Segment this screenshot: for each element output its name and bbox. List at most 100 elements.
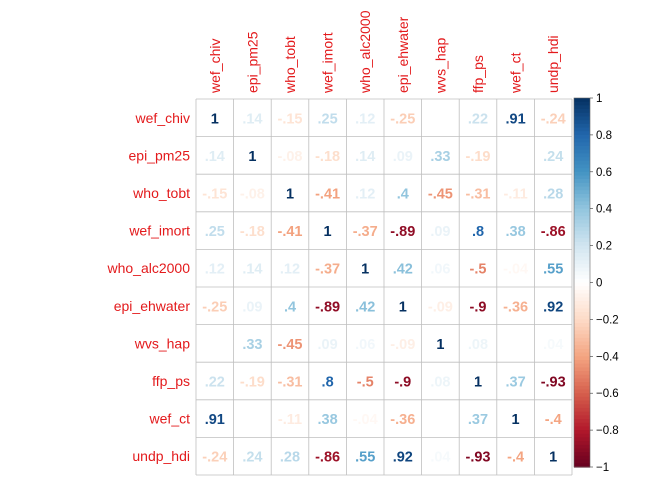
colorbar-segment bbox=[574, 105, 590, 110]
colorbar-segment bbox=[574, 252, 590, 258]
colorbar-segment bbox=[574, 430, 590, 435]
cell-value-wef_imort-who_alc2000: -.37 bbox=[353, 224, 378, 240]
colorbar-segment bbox=[574, 134, 590, 140]
cell-value-wef_ct-wef_ct: 1 bbox=[512, 412, 520, 428]
colorbar-segment bbox=[574, 256, 590, 261]
colorbar-segment bbox=[574, 367, 590, 372]
cell-value-wef_chiv-undp_hdi: -.24 bbox=[541, 111, 566, 127]
colorbar-segment bbox=[574, 334, 590, 339]
cell-value-undp_hdi-who_tobt: .28 bbox=[280, 450, 300, 466]
cell-value-who_alc2000-wef_chiv: .12 bbox=[205, 262, 225, 278]
colorbar-segment bbox=[574, 238, 590, 243]
colorbar-segment bbox=[574, 157, 590, 162]
colorbar-segment bbox=[574, 323, 590, 328]
row-label-epi_ehwater: epi_ehwater bbox=[114, 298, 191, 314]
colorbar-tick-label: −1 bbox=[596, 462, 609, 474]
colorbar-segment bbox=[574, 304, 590, 309]
colorbar-segment bbox=[574, 293, 590, 298]
cell-value-wef_imort-wef_ct: .38 bbox=[506, 224, 526, 240]
colorbar-tick-label: −0.6 bbox=[596, 388, 619, 400]
colorbar-segment bbox=[574, 278, 590, 284]
colorbar-segment bbox=[574, 168, 590, 173]
colorbar-segment bbox=[574, 345, 590, 350]
cell-value-wef_ct-who_alc2000: -.04 bbox=[353, 412, 378, 428]
colorbar-segment bbox=[574, 463, 590, 468]
colorbar-segment bbox=[574, 426, 590, 431]
colorbar-segment bbox=[574, 385, 590, 391]
cell-value-who_tobt-wef_imort: -.41 bbox=[315, 187, 340, 203]
cell-value-wef_chiv-who_tobt: -.15 bbox=[278, 111, 303, 127]
cell-value-undp_hdi-wef_imort: -.86 bbox=[315, 450, 340, 466]
colorbar-segment bbox=[574, 116, 590, 121]
cell-value-who_tobt-wef_chiv: -.15 bbox=[202, 187, 227, 203]
cell-value-wef_ct-wef_chiv: .91 bbox=[205, 412, 225, 428]
cell-value-wef_chiv-who_alc2000: .12 bbox=[355, 111, 375, 127]
row-label-undp_hdi: undp_hdi bbox=[132, 448, 190, 464]
colorbar-segment bbox=[574, 419, 590, 424]
colorbar-segment bbox=[574, 378, 590, 383]
cell-value-ffp_ps-epi_pm25: -.19 bbox=[240, 375, 265, 391]
cell-value-who_tobt-who_alc2000: .12 bbox=[355, 187, 375, 203]
cell-value-ffp_ps-wef_imort: .8 bbox=[322, 375, 334, 391]
correlation-values: 1 .14 -.15 .25 .12 -.25 .22 .91 -.24 .14 1 -.08 -.18… bbox=[202, 111, 565, 465]
colorbar-tick-label: 0.6 bbox=[596, 167, 612, 179]
cell-value-epi_ehwater-epi_pm25: .09 bbox=[242, 299, 262, 315]
cell-value-wef_imort-epi_pm25: -.18 bbox=[240, 224, 265, 240]
column-label-wvs_hap: wvs_hap bbox=[432, 38, 448, 94]
colorbar-tick-label: −0.8 bbox=[596, 425, 619, 437]
colorbar-segment bbox=[574, 164, 590, 169]
colorbar-segment bbox=[574, 441, 590, 446]
colorbar-segment bbox=[574, 422, 590, 428]
column-label-wef_imort: wef_imort bbox=[320, 32, 336, 94]
cell-value-who_alc2000-wef_imort: -.37 bbox=[315, 262, 340, 278]
colorbar-segment bbox=[574, 201, 590, 206]
colorbar-segment bbox=[574, 245, 590, 250]
colorbar-segment bbox=[574, 264, 590, 269]
colorbar-segment bbox=[574, 297, 590, 302]
colorbar-segment bbox=[574, 193, 590, 199]
colorbar-segment bbox=[574, 455, 590, 461]
cell-value-epi_pm25-epi_pm25: 1 bbox=[248, 149, 256, 165]
colorbar-segment bbox=[574, 249, 590, 254]
colorbar-segment bbox=[574, 142, 590, 147]
colorbar-segment bbox=[574, 393, 590, 398]
colorbar-segment bbox=[574, 267, 590, 273]
colorbar-segment bbox=[574, 234, 590, 239]
cell-value-undp_hdi-epi_ehwater: .92 bbox=[393, 450, 413, 466]
colorbar-segment bbox=[574, 275, 590, 280]
colorbar-segment bbox=[574, 312, 590, 317]
colorbar-segment bbox=[574, 271, 590, 276]
cell-value-epi_pm25-who_alc2000: .14 bbox=[355, 149, 375, 165]
colorbar-segment bbox=[574, 315, 590, 320]
colorbar-segment bbox=[574, 223, 590, 228]
colorbar-segment bbox=[574, 260, 590, 265]
colorbar-segment bbox=[574, 282, 590, 287]
cell-value-who_tobt-ffp_ps: -.31 bbox=[466, 187, 491, 203]
colorbar-segment bbox=[574, 219, 590, 225]
grid-lines bbox=[195, 98, 573, 476]
cell-value-epi_pm25-ffp_ps: -.19 bbox=[466, 149, 491, 165]
cell-value-wef_chiv-epi_pm25: .14 bbox=[242, 111, 262, 127]
cell-value-wef_chiv-wef_ct: .91 bbox=[506, 111, 526, 127]
colorbar-tick-label: 0.8 bbox=[596, 130, 612, 142]
colorbar-segment bbox=[574, 363, 590, 368]
colorbar-segment bbox=[574, 101, 590, 106]
cell-value-who_alc2000-epi_ehwater: .42 bbox=[393, 262, 413, 278]
cell-value-who_tobt-epi_ehwater: .4 bbox=[397, 187, 409, 203]
cell-value-epi_ehwater-who_alc2000: .42 bbox=[355, 299, 375, 315]
cell-value-undp_hdi-who_alc2000: .55 bbox=[355, 450, 375, 466]
colorbar-segment bbox=[574, 145, 590, 151]
colorbar-segment bbox=[574, 149, 590, 154]
colorbar-tick-label: 0 bbox=[596, 278, 602, 290]
cell-value-epi_pm25-wef_imort: -.18 bbox=[315, 149, 340, 165]
cell-value-wvs_hap-who_alc2000: .06 bbox=[355, 337, 375, 353]
cell-value-ffp_ps-who_alc2000: -.5 bbox=[357, 375, 374, 391]
column-label-wef_chiv: wef_chiv bbox=[207, 39, 223, 94]
cell-value-wef_chiv-wef_imort: .25 bbox=[318, 111, 338, 127]
cell-value-ffp_ps-wvs_hap: .08 bbox=[430, 375, 450, 391]
cell-value-wvs_hap-epi_ehwater: -.09 bbox=[390, 337, 415, 353]
colorbar-segment bbox=[574, 98, 590, 103]
cell-value-epi_ehwater-ffp_ps: -.9 bbox=[470, 299, 487, 315]
cell-value-undp_hdi-wvs_hap: .04 bbox=[430, 450, 450, 466]
cell-value-epi_ehwater-undp_hdi: .92 bbox=[543, 299, 563, 315]
